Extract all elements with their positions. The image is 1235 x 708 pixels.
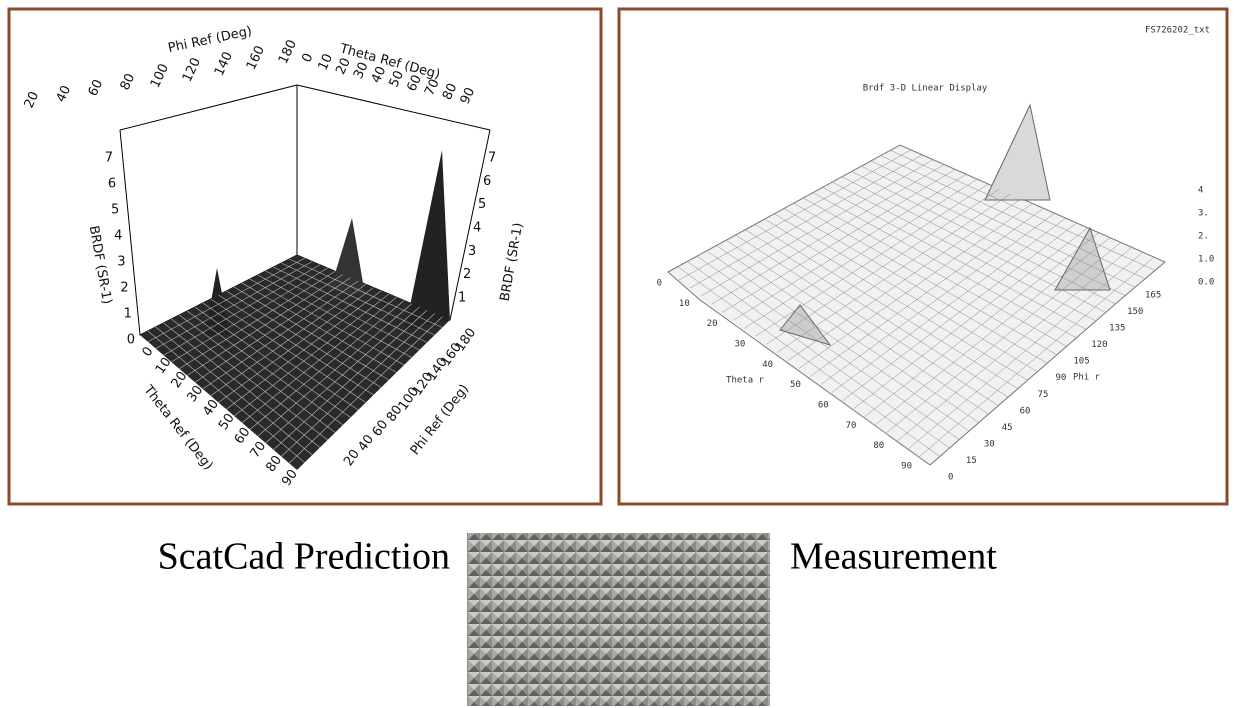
- caption: ScatCad Prediction: [158, 536, 450, 578]
- tick-label: 2.: [1198, 232, 1209, 242]
- tick-label: 5: [478, 197, 486, 212]
- tick-label: 90: [901, 462, 912, 472]
- tick-label: 0: [127, 333, 135, 348]
- tick-label: 80: [873, 441, 884, 451]
- tick-label: 1: [458, 291, 466, 306]
- tick-label: 0: [657, 279, 662, 289]
- tick-label: 10: [679, 299, 690, 309]
- tick-label: 7: [488, 151, 496, 166]
- tick-label: 60: [818, 401, 829, 411]
- tick-label: 0: [948, 473, 953, 483]
- tick-label: 90: [1055, 373, 1066, 383]
- tick-label: 50: [790, 380, 801, 390]
- tick-label: 4: [473, 221, 481, 236]
- tick-label: 6: [108, 177, 116, 192]
- tick-label: 75: [1038, 390, 1049, 400]
- tick-label: 20: [707, 319, 718, 329]
- tick-label: 4: [1198, 186, 1203, 196]
- tick-label: 105: [1073, 357, 1089, 367]
- tick-label: 150: [1127, 307, 1143, 317]
- tick-label: 15: [966, 456, 977, 466]
- tick-label: 4: [114, 229, 122, 244]
- tick-label: 40: [762, 360, 773, 370]
- tick-label: 30: [984, 439, 995, 449]
- tick-label: 3: [117, 255, 125, 270]
- tick-label: 3.: [1198, 209, 1209, 219]
- tick-label: 2: [120, 281, 128, 296]
- tick-label: 0.0: [1198, 278, 1214, 288]
- chart-title: Brdf 3-D Linear Display: [863, 84, 988, 94]
- tick-label: 7: [105, 151, 113, 166]
- tick-label: 1.0: [1198, 255, 1214, 265]
- tick-label: 60: [1020, 406, 1031, 416]
- tick-label: 120: [1091, 340, 1107, 350]
- caption: Measurement: [790, 536, 997, 578]
- tick-label: 3: [468, 244, 476, 259]
- tick-label: 45: [1002, 423, 1013, 433]
- axis-title: Theta r: [726, 376, 765, 386]
- tick-label: 5: [111, 203, 119, 218]
- tick-label: 1: [124, 307, 132, 322]
- tick-label: 30: [734, 340, 745, 350]
- tick-label: 6: [483, 174, 491, 189]
- axis-title: Phi r: [1073, 373, 1101, 383]
- file-name: FS726202_txt: [1145, 26, 1210, 36]
- tick-label: 135: [1109, 324, 1125, 334]
- surface-photo: [467, 533, 770, 706]
- tick-label: 165: [1145, 291, 1161, 301]
- tick-label: 70: [846, 421, 857, 431]
- slide-canvas: 2040608010012014016018001020304050607080…: [0, 0, 1235, 708]
- tick-label: 2: [463, 267, 471, 282]
- slide: 2040608010012014016018001020304050607080…: [0, 0, 1235, 708]
